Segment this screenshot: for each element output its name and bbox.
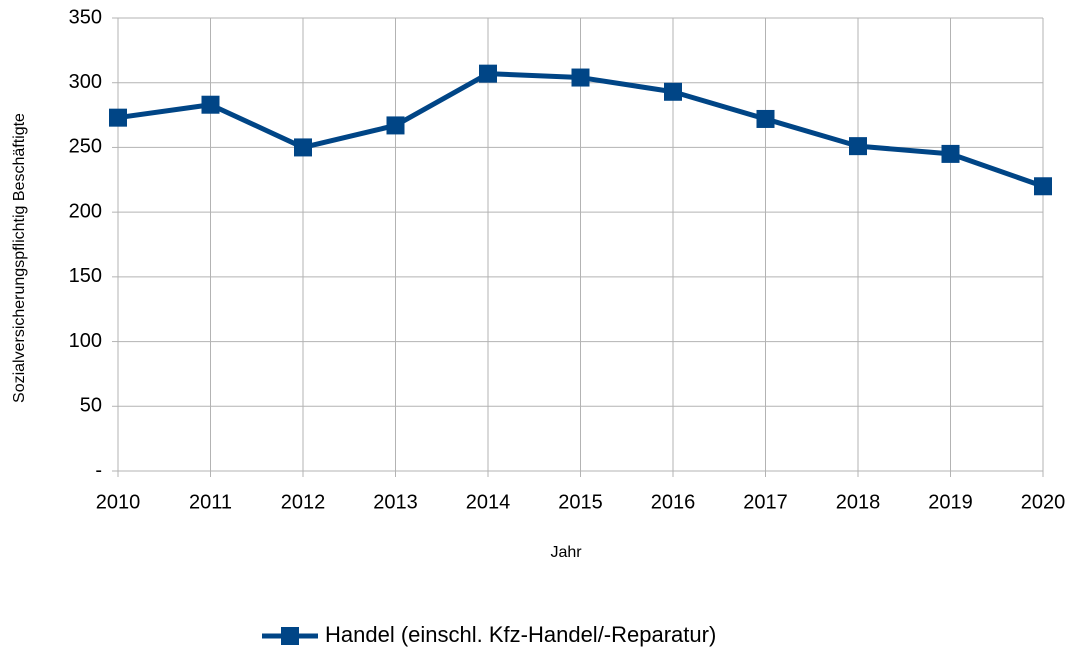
x-tick-label: 2015 <box>558 491 603 513</box>
y-axis-label: Sozialversicherungspflichtig Beschäftigt… <box>11 113 28 403</box>
y-tick-label: 350 <box>69 6 102 28</box>
x-tick-label: 2011 <box>189 491 232 513</box>
x-tick-label: 2019 <box>928 491 973 513</box>
marker <box>386 116 405 135</box>
legend-marker <box>281 627 299 645</box>
x-tick-label: 2012 <box>281 491 326 513</box>
y-tick-label: - <box>95 459 102 481</box>
legend-label: Handel (einschl. Kfz-Handel/-Reparatur) <box>325 622 716 647</box>
marker <box>849 137 867 156</box>
marker <box>109 108 127 127</box>
x-tick-label: 2017 <box>743 491 788 513</box>
x-tick-label: 2013 <box>373 491 418 513</box>
marker <box>294 138 312 157</box>
y-tick-label: 50 <box>80 395 102 417</box>
marker <box>201 95 220 114</box>
y-tick-label: 100 <box>69 330 102 352</box>
marker <box>1034 177 1052 196</box>
x-tick-label: 2018 <box>836 491 881 513</box>
y-tick-label: 300 <box>69 71 102 93</box>
marker <box>941 144 960 163</box>
marker <box>756 109 775 128</box>
x-tick-label: 2016 <box>651 491 696 513</box>
x-tick-label: 2010 <box>96 491 141 513</box>
x-axis-label: Jahr <box>550 544 582 561</box>
y-tick-label: 200 <box>69 200 102 222</box>
marker <box>664 82 682 101</box>
marker <box>571 68 590 87</box>
y-tick-label: 150 <box>69 265 102 287</box>
marker <box>479 64 497 83</box>
x-tick-label: 2020 <box>1021 491 1066 513</box>
y-tick-label: 250 <box>69 136 102 158</box>
x-tick-label: 2014 <box>466 491 511 513</box>
